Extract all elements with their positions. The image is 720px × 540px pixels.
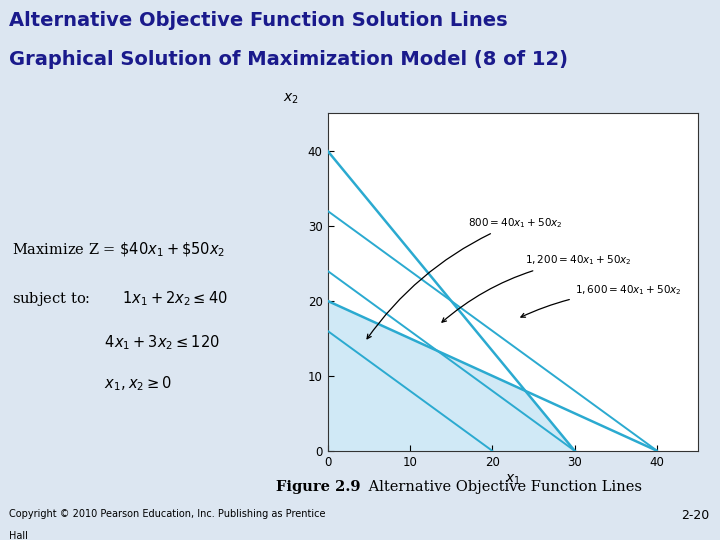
Text: $1,600 = 40x_1 + 50x_2$: $1,600 = 40x_1 + 50x_2$ [521, 284, 681, 317]
Text: $4x_1 + 3x_2 \leq 120$: $4x_1 + 3x_2 \leq 120$ [12, 334, 220, 352]
Text: $1,200 = 40x_1 + 50x_2$: $1,200 = 40x_1 + 50x_2$ [442, 253, 632, 322]
Text: $x_1, x_2 \geq 0$: $x_1, x_2 \geq 0$ [12, 375, 172, 393]
Text: Hall: Hall [9, 531, 27, 540]
Text: Graphical Solution of Maximization Model (8 of 12): Graphical Solution of Maximization Model… [9, 50, 567, 69]
Text: subject to:       $1x_1 + 2x_2 \leq 40$: subject to: $1x_1 + 2x_2 \leq 40$ [12, 289, 228, 308]
Text: Alternative Objective Function Lines: Alternative Objective Function Lines [364, 480, 642, 494]
Text: $800 = 40x_1 + 50x_2$: $800 = 40x_1 + 50x_2$ [367, 216, 562, 339]
Text: Figure 2.9: Figure 2.9 [276, 480, 360, 494]
Text: $x_2$: $x_2$ [283, 91, 298, 106]
Text: 2-20: 2-20 [681, 509, 709, 522]
Text: Alternative Objective Function Solution Lines: Alternative Objective Function Solution … [9, 11, 508, 30]
Text: Maximize Z = $\$40x_1 + \$50x_2$: Maximize Z = $\$40x_1 + \$50x_2$ [12, 240, 225, 259]
Text: Copyright © 2010 Pearson Education, Inc. Publishing as Prentice: Copyright © 2010 Pearson Education, Inc.… [9, 509, 325, 519]
Polygon shape [328, 301, 575, 451]
X-axis label: $x_1$: $x_1$ [505, 473, 521, 487]
